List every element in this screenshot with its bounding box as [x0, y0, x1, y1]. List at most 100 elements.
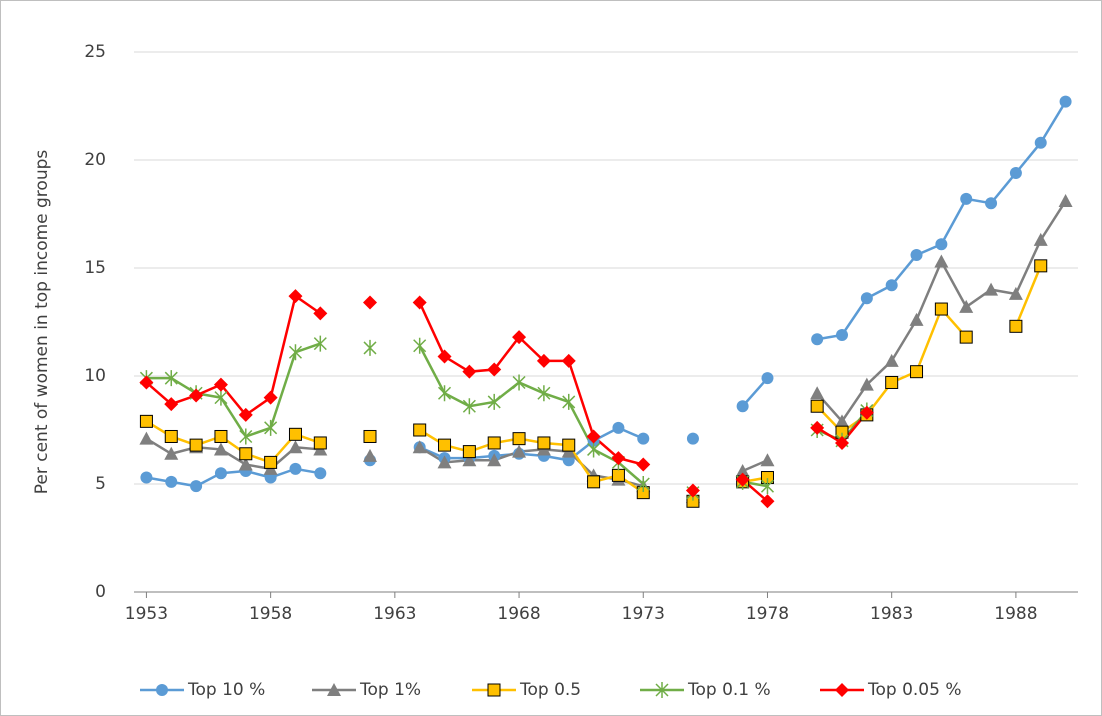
marker: [213, 442, 228, 456]
marker: [239, 428, 253, 445]
marker: [685, 483, 700, 498]
marker: [1009, 166, 1022, 179]
marker: [314, 467, 327, 480]
marker: [214, 389, 228, 406]
x-tick-label: 1978: [746, 604, 789, 624]
marker: [760, 494, 775, 509]
marker: [636, 457, 651, 472]
series-line: [146, 342, 868, 488]
marker: [811, 333, 824, 346]
marker: [512, 444, 527, 458]
marker: [288, 289, 303, 304]
legend-marker: [327, 683, 341, 696]
marker: [735, 464, 750, 478]
marker: [1034, 259, 1048, 273]
marker: [562, 438, 576, 452]
marker: [487, 393, 501, 410]
marker: [264, 419, 278, 436]
marker: [412, 440, 427, 454]
marker: [612, 421, 625, 434]
legend-marker: [835, 683, 849, 697]
marker: [289, 462, 302, 475]
x-tick-label: 1983: [870, 604, 913, 624]
marker: [363, 448, 377, 462]
marker: [412, 295, 427, 310]
marker: [835, 414, 849, 428]
marker: [238, 407, 253, 422]
y-tick-label: 5: [95, 474, 106, 494]
marker: [363, 339, 377, 356]
marker: [736, 400, 749, 413]
marker: [164, 370, 178, 387]
marker: [1059, 95, 1072, 108]
marker: [587, 441, 601, 458]
marker: [487, 362, 502, 377]
marker: [313, 306, 328, 321]
marker: [413, 423, 427, 437]
x-tick-label: 1988: [994, 604, 1037, 624]
series-line: [145, 294, 868, 503]
marker: [760, 453, 775, 467]
marker: [959, 299, 974, 313]
marker: [512, 432, 526, 446]
marker: [561, 353, 576, 368]
marker: [363, 429, 377, 443]
marker: [462, 453, 477, 467]
marker: [686, 432, 699, 445]
marker: [910, 249, 923, 262]
marker: [487, 453, 502, 467]
marker: [189, 438, 203, 452]
series-line: [145, 200, 1067, 488]
marker: [437, 349, 452, 364]
marker: [462, 445, 476, 459]
series-line: [146, 101, 1067, 488]
marker: [637, 432, 650, 445]
marker: [884, 353, 899, 367]
marker: [836, 328, 848, 341]
marker: [885, 375, 899, 389]
marker: [859, 377, 874, 391]
marker: [587, 475, 601, 489]
marker: [1009, 319, 1023, 333]
y-tick-label: 25: [84, 42, 106, 62]
marker: [238, 457, 253, 471]
marker: [611, 451, 626, 466]
marker: [1058, 194, 1073, 208]
marker: [1034, 136, 1047, 149]
marker: [935, 238, 948, 251]
marker: [437, 455, 452, 469]
marker: [239, 447, 253, 461]
marker: [487, 436, 501, 450]
marker: [512, 330, 527, 345]
marker: [462, 364, 477, 379]
marker: [810, 399, 824, 413]
marker: [859, 405, 874, 420]
marker: [910, 365, 924, 379]
marker: [636, 476, 650, 492]
marker: [984, 282, 999, 296]
marker: [139, 431, 154, 445]
marker: [462, 398, 476, 415]
marker: [190, 480, 203, 493]
legend-label: Top 0.1 %: [687, 680, 771, 700]
marker: [139, 375, 154, 390]
legend-label: Top 1%: [359, 680, 421, 700]
x-tick-label: 1953: [125, 604, 168, 624]
marker: [189, 388, 204, 403]
legend-label: Top 10 %: [187, 680, 265, 700]
x-tick-label: 1968: [497, 604, 540, 624]
marker: [288, 344, 303, 361]
marker: [1033, 232, 1048, 246]
marker: [909, 312, 924, 326]
marker: [288, 427, 302, 441]
marker: [885, 279, 898, 292]
y-tick-label: 10: [84, 366, 106, 386]
legend-marker: [156, 684, 168, 696]
marker: [985, 197, 998, 210]
marker: [537, 385, 551, 402]
marker: [437, 385, 452, 402]
marker: [140, 471, 153, 484]
marker: [512, 374, 526, 391]
marker: [363, 295, 377, 310]
